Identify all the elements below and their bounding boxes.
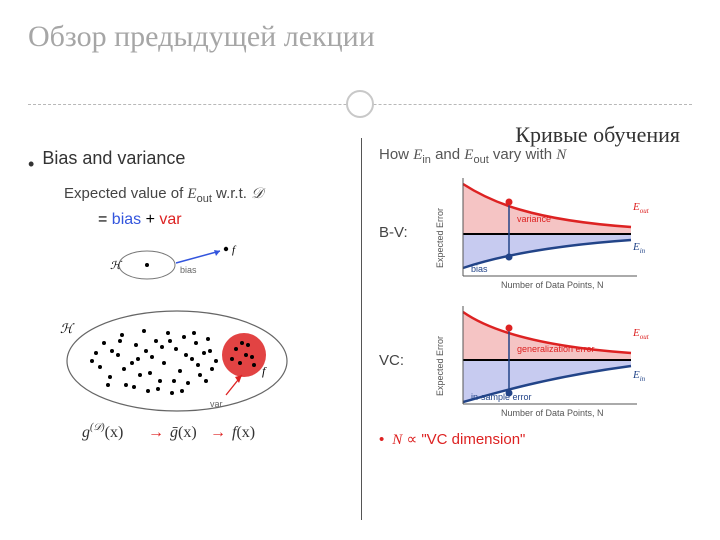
svg-text:f(x): f(x) — [232, 424, 255, 441]
f-label-cluster: f — [262, 364, 267, 378]
content-area: • Bias and variance Expected value of Eo… — [0, 118, 720, 540]
left-column: • Bias and variance Expected value of Eo… — [0, 118, 361, 540]
expected-value-line: Expected value of Eout w.r.t. 𝒟 — [64, 185, 351, 205]
svg-text:Eout: Eout — [632, 201, 650, 215]
svg-text:Number of Data Points, N: Number of Data Points, N — [501, 280, 604, 290]
svg-text:Expected Error: Expected Error — [435, 336, 445, 396]
vc-chart-row: VC: generalization error in-sample error… — [379, 300, 702, 420]
bv-chart: variance bias Eout Ein Number of Data Po… — [431, 172, 651, 292]
svg-text:in-sample error: in-sample error — [471, 392, 532, 402]
bullet-dot-icon: • — [28, 154, 34, 175]
bias-term: bias — [112, 211, 141, 228]
bullet-text: Bias and variance — [42, 148, 185, 169]
svg-text:variance: variance — [517, 214, 551, 224]
bias-var-equation: = bias + var — [98, 211, 351, 229]
right-column: How Ein and Eout vary with N B-V: — [361, 118, 720, 540]
g-formula: g(𝒟)(x) → ḡ(x) → f(x) — [82, 422, 255, 441]
bias-variance-bullet: • Bias and variance — [28, 148, 351, 175]
divider-circle-icon — [346, 90, 374, 118]
var-arrow-label: var — [210, 399, 223, 409]
bullet-dot-icon: • — [379, 431, 384, 448]
bias-arrow-label: bias — [180, 265, 197, 275]
svg-text:ḡ(x): ḡ(x) — [170, 424, 197, 441]
vc-chart: generalization error in-sample error Eou… — [431, 300, 651, 420]
svg-text:Ein: Ein — [632, 241, 646, 255]
f-label-top: f — [232, 244, 237, 256]
column-divider — [361, 138, 362, 520]
bv-tag: B-V: — [379, 224, 421, 241]
diagram-svg: ℋ f bias ℋ — [52, 243, 312, 443]
bv-chart-row: B-V: variance bias Eout — [379, 172, 702, 292]
svg-text:generalization error: generalization error — [517, 344, 595, 354]
svg-text:→: → — [148, 424, 164, 441]
H-label-big: ℋ — [60, 321, 75, 336]
svg-text:bias: bias — [471, 264, 488, 274]
svg-text:g(𝒟)(x): g(𝒟)(x) — [82, 422, 123, 441]
scatter-dots — [90, 329, 218, 395]
svg-text:Expected Error: Expected Error — [435, 208, 445, 268]
bias-var-diagram: ℋ f bias ℋ — [52, 243, 351, 448]
right-heading: How Ein and Eout vary with N — [379, 146, 702, 166]
svg-text:Eout: Eout — [632, 327, 650, 341]
var-term: var — [159, 211, 181, 228]
vc-tag: VC: — [379, 352, 421, 369]
svg-text:Ein: Ein — [632, 369, 646, 383]
slide-title: Обзор предыдущей лекции — [0, 0, 720, 54]
svg-text:Number of Data Points, N: Number of Data Points, N — [501, 408, 604, 418]
svg-text:→: → — [210, 424, 226, 441]
title-divider — [0, 90, 720, 118]
vc-dimension-bullet: • N ∝ "VC dimension" — [379, 430, 702, 449]
